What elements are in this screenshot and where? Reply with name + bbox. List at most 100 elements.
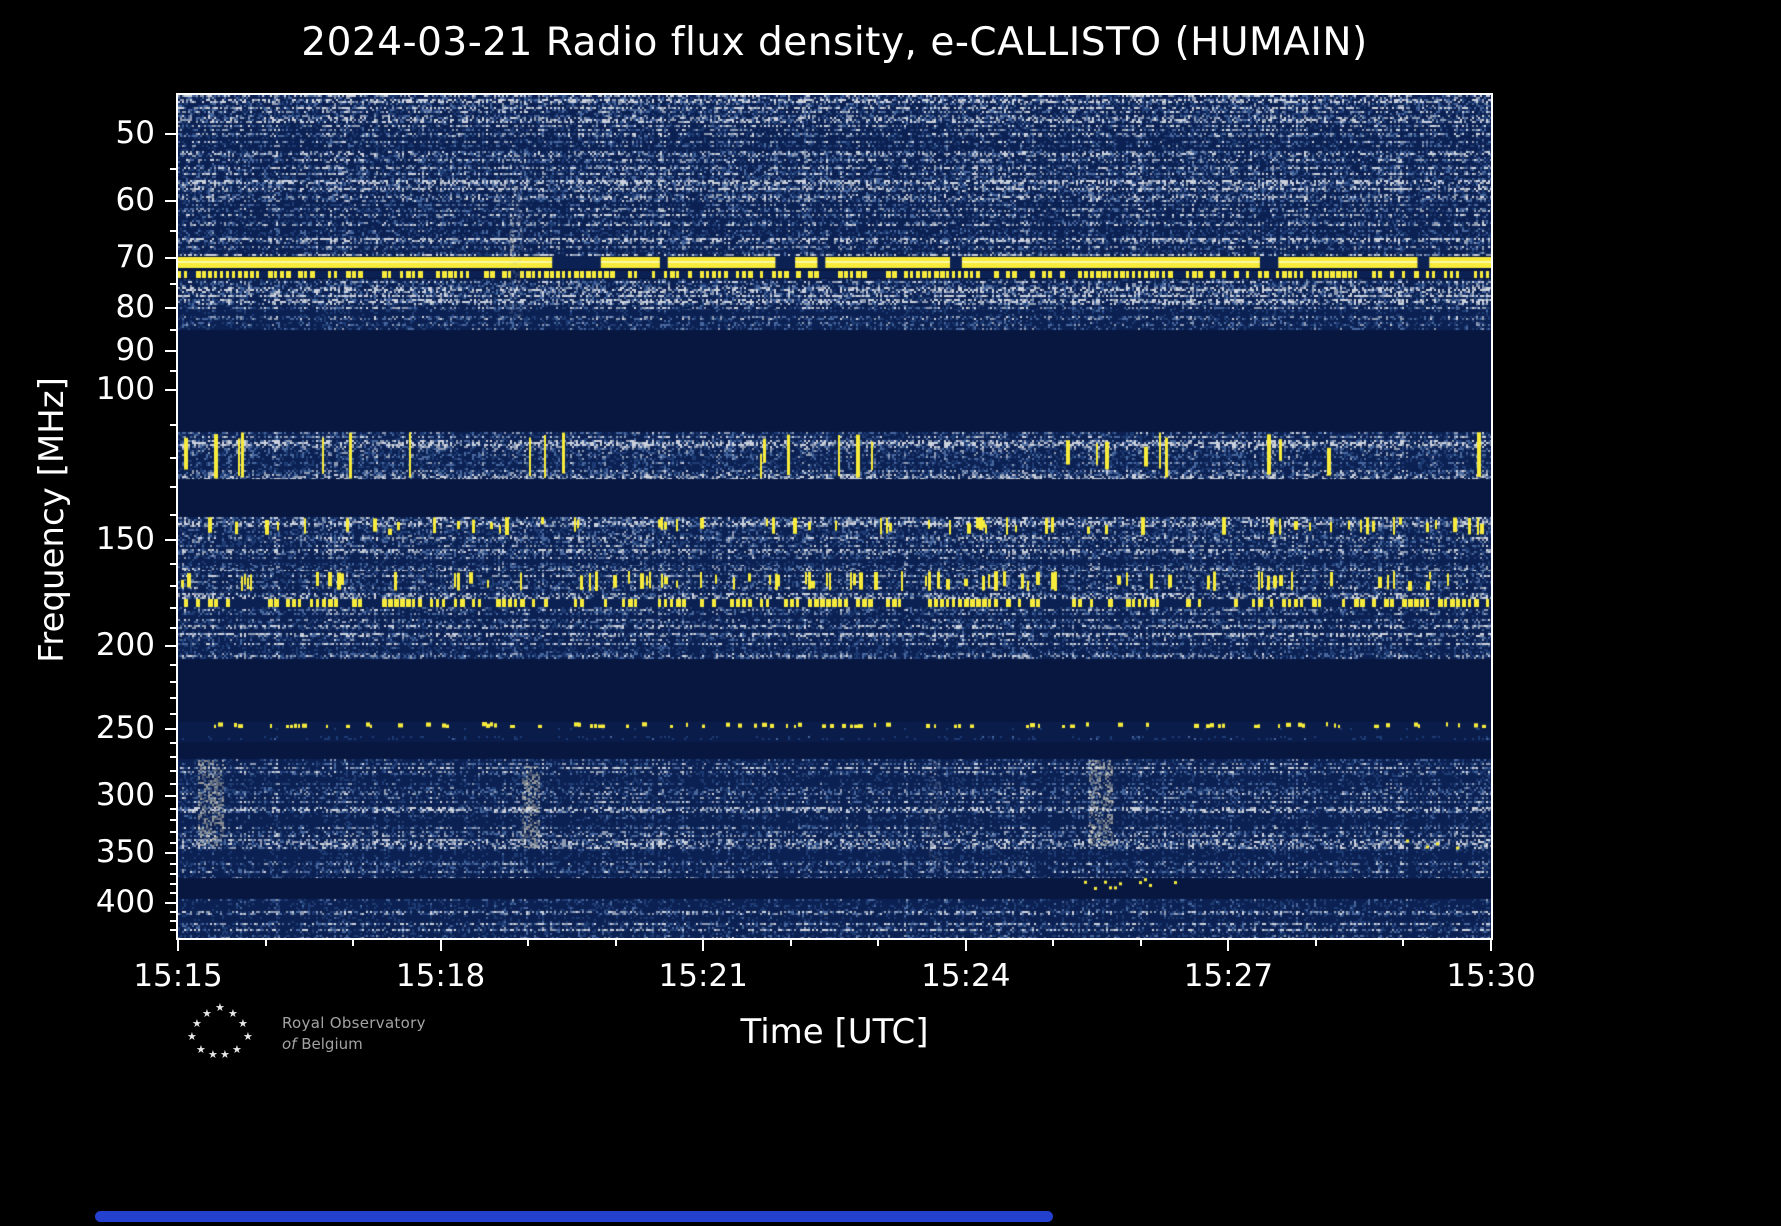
- y-minor-tick-380: [170, 882, 176, 885]
- x-tick-15:30: [1490, 940, 1492, 951]
- star-icon: ★: [228, 1007, 238, 1020]
- y-minor-tick-85: [170, 329, 176, 332]
- x-tick-label-15:30: 15:30: [1446, 958, 1536, 994]
- y-minor-tick-75: [170, 282, 176, 285]
- y-tick-90: [165, 350, 176, 353]
- y-minor-tick-230: [170, 697, 176, 700]
- y-minor-tick-280: [170, 769, 176, 772]
- y-tick-100: [165, 389, 176, 392]
- y-minor-tick-140: [170, 513, 176, 516]
- y-tick-400: [165, 901, 176, 904]
- x-axis-label: Time [UTC]: [740, 1012, 929, 1052]
- y-tick-label-300: 300: [95, 777, 155, 814]
- rob-logo-text: Royal Observatory of Belgium: [282, 1014, 426, 1053]
- y-minor-tick-110: [170, 424, 176, 427]
- x-minor-tick-4: [527, 940, 530, 946]
- y-minor-tick-330: [170, 830, 176, 833]
- y-tick-70: [165, 257, 176, 260]
- y-tick-label-200: 200: [95, 627, 155, 664]
- y-minor-tick-220: [170, 680, 176, 683]
- x-tick-label-15:15: 15:15: [133, 958, 223, 994]
- star-icon: ★: [196, 1043, 206, 1056]
- x-tick-15:18: [439, 940, 442, 951]
- x-tick-label-15:24: 15:24: [921, 958, 1011, 994]
- rob-logo: ★ ★ ★ ★ ★ ★ ★ ★ ★ ★ ★ Royal Observatory of Belgium: [182, 1002, 602, 1072]
- y-minor-tick-210: [170, 663, 176, 666]
- star-icon: ★: [232, 1043, 242, 1056]
- star-icon: ★: [187, 1030, 197, 1043]
- y-tick-300: [165, 795, 176, 798]
- y-minor-tick-320: [170, 819, 176, 822]
- y-minor-tick-420: [170, 919, 176, 922]
- y-minor-tick-360: [170, 862, 176, 865]
- y-tick-label-350: 350: [95, 834, 155, 871]
- y-minor-tick-160: [170, 562, 176, 565]
- x-minor-tick-10: [1052, 940, 1055, 946]
- y-tick-label-100: 100: [95, 371, 155, 408]
- spectrogram-canvas: [178, 95, 1491, 938]
- x-tick-label-15:18: 15:18: [395, 958, 486, 994]
- y-minor-tick-260: [170, 742, 176, 745]
- y-minor-tick-410: [170, 910, 176, 913]
- y-minor-tick-95: [170, 370, 176, 373]
- y-tick-50: [165, 132, 176, 135]
- plot-frame: [176, 93, 1493, 940]
- y-tick-label-50: 50: [115, 114, 155, 151]
- star-icon: ★: [192, 1017, 202, 1030]
- y-minor-tick-180: [170, 606, 176, 609]
- star-icon: ★: [243, 1030, 253, 1043]
- star-icon: ★: [202, 1007, 212, 1020]
- x-minor-tick-13: [1314, 940, 1317, 946]
- y-minor-tick-270: [170, 756, 176, 759]
- y-tick-label-250: 250: [95, 709, 155, 746]
- y-minor-tick-240: [170, 712, 176, 715]
- rob-logo-belgium: Belgium: [301, 1035, 363, 1053]
- y-minor-tick-55: [170, 168, 176, 171]
- y-tick-60: [165, 200, 176, 203]
- y-minor-tick-65: [170, 229, 176, 232]
- y-tick-label-70: 70: [115, 239, 155, 276]
- y-minor-tick-310: [170, 807, 176, 810]
- x-tick-15:21: [702, 940, 705, 951]
- star-icon: ★: [215, 1001, 225, 1014]
- y-tick-150: [165, 539, 176, 542]
- y-tick-label-150: 150: [95, 521, 155, 558]
- star-icon: ★: [238, 1017, 248, 1030]
- y-minor-tick-170: [170, 585, 176, 588]
- x-tick-15:15: [177, 940, 179, 951]
- x-minor-tick-14: [1402, 940, 1405, 946]
- x-minor-tick-7: [789, 940, 792, 946]
- x-tick-15:27: [1227, 940, 1230, 951]
- y-tick-80: [165, 306, 176, 309]
- x-tick-15:24: [964, 940, 967, 951]
- rob-logo-line1: Royal Observatory: [282, 1014, 426, 1032]
- y-tick-label-80: 80: [115, 288, 155, 325]
- y-minor-tick-340: [170, 841, 176, 844]
- y-minor-tick-370: [170, 872, 176, 875]
- rob-logo-line2: of Belgium: [282, 1035, 426, 1053]
- rob-logo-stars: ★ ★ ★ ★ ★ ★ ★ ★ ★ ★ ★: [182, 1002, 272, 1066]
- x-minor-tick-11: [1139, 940, 1142, 946]
- y-minor-tick-120: [170, 456, 176, 459]
- y-tick-250: [165, 727, 176, 730]
- chart-title: 2024-03-21 Radio flux density, e-CALLIST…: [301, 20, 1368, 65]
- bottom-blue-bar: [95, 1211, 1053, 1222]
- y-minor-tick-130: [170, 486, 176, 489]
- x-minor-tick-1: [264, 940, 267, 946]
- y-minor-tick-190: [170, 626, 176, 629]
- y-minor-tick-430: [170, 928, 176, 931]
- x-minor-tick-8: [877, 940, 880, 946]
- y-minor-tick-290: [170, 782, 176, 785]
- y-tick-label-400: 400: [95, 883, 155, 920]
- y-tick-label-90: 90: [115, 332, 155, 369]
- y-tick-label-60: 60: [115, 182, 155, 219]
- star-icon: ★: [220, 1048, 230, 1061]
- y-axis-label: Frequency [MHz]: [32, 377, 72, 663]
- x-minor-tick-5: [614, 940, 617, 946]
- y-tick-200: [165, 645, 176, 648]
- star-icon: ★: [208, 1048, 218, 1061]
- rob-logo-of: of: [282, 1035, 297, 1053]
- x-minor-tick-2: [352, 940, 355, 946]
- y-minor-tick-390: [170, 892, 176, 895]
